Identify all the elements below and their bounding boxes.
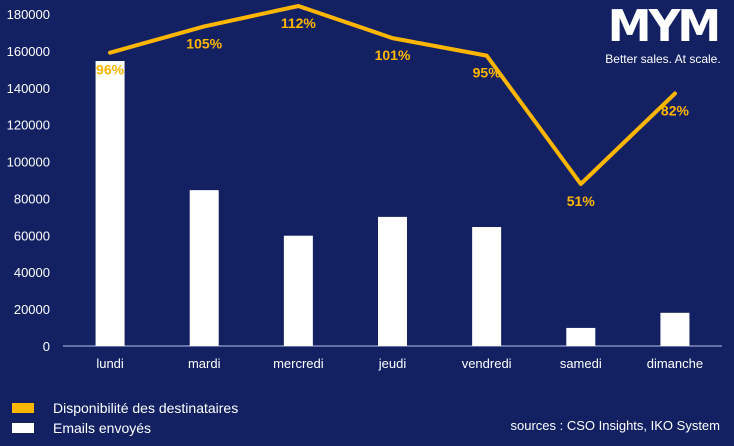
line-data-label: 112% <box>281 15 317 31</box>
line-data-label: 101% <box>375 47 411 63</box>
legend-label: Emails envoyés <box>53 420 152 436</box>
sources-note: sources : CSO Insights, IKO System <box>510 418 720 433</box>
legend-swatch-bar <box>12 423 34 433</box>
legend: Disponibilité des destinataires Emails e… <box>12 398 238 438</box>
bar-mardi <box>189 190 219 346</box>
bar-samedi <box>566 327 596 346</box>
bar-lundi <box>95 61 125 347</box>
y-tick-label: 20000 <box>14 302 50 317</box>
x-tick-label: vendredi <box>462 356 512 371</box>
legend-item-emails: Emails envoyés <box>12 418 238 438</box>
y-tick-label: 60000 <box>14 228 50 243</box>
y-tick-label: 100000 <box>7 155 50 170</box>
logo: MYM Better sales. At scale. <box>596 1 730 67</box>
logo-tagline: Better sales. At scale. <box>605 52 721 66</box>
x-tick-label: lundi <box>96 356 124 371</box>
y-tick-label: 180000 <box>7 7 50 22</box>
x-tick-label: dimanche <box>647 356 703 371</box>
y-tick-label: 160000 <box>7 44 50 59</box>
y-tick-label: 80000 <box>14 191 50 206</box>
x-tick-label: mardi <box>188 356 221 371</box>
line-data-label: 105% <box>186 35 222 51</box>
line-data-label: 95% <box>473 65 502 81</box>
y-tick-label: 140000 <box>7 81 50 96</box>
y-tick-label: 40000 <box>14 265 50 280</box>
availability-line <box>108 4 677 186</box>
legend-label: Disponibilité des destinataires <box>53 400 239 416</box>
line-data-label: 82% <box>661 103 690 119</box>
bar-jeudi <box>378 216 407 346</box>
y-tick-label: 120000 <box>7 118 50 133</box>
line-data-label: 51% <box>567 193 596 209</box>
x-tick-label: jeudi <box>378 356 407 371</box>
bar-dimanche <box>660 312 690 346</box>
legend-item-availability: Disponibilité des destinataires <box>12 398 238 418</box>
x-tick-label: mercredi <box>273 356 324 371</box>
logo-mark: MYM <box>607 1 721 52</box>
legend-swatch-line <box>12 403 34 413</box>
bar-mercredi <box>283 235 313 346</box>
line-data-label: 96% <box>96 62 125 78</box>
y-tick-label: 0 <box>43 339 50 354</box>
bar-vendredi <box>472 227 502 346</box>
x-tick-label: samedi <box>560 356 602 371</box>
